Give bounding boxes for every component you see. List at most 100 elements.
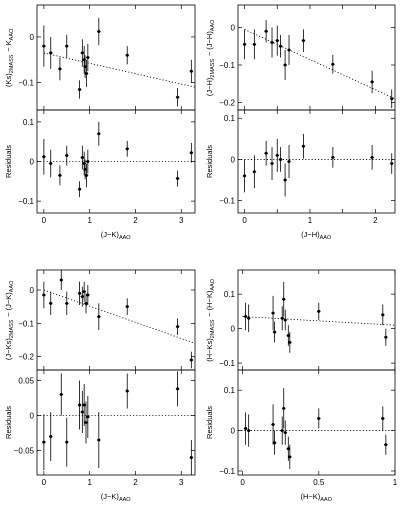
p3-bottom-point [59, 393, 63, 396]
p4-top-point [280, 316, 284, 320]
p1-top-point [83, 65, 87, 69]
p1-top-ytick-label: 0 [30, 33, 35, 42]
p2-bottom-ytick-label: −0.1 [219, 197, 235, 206]
p3-bottom-point [80, 410, 84, 414]
p3-top-ylabel: (J−Ks)2MASS − (J−K)AAO [4, 280, 15, 360]
p1-top-point [189, 69, 193, 73]
p3-trend-line [43, 289, 196, 344]
p1-xtick-label: 0 [42, 216, 47, 225]
p2-top-point [331, 62, 335, 66]
p3-top-point [189, 358, 193, 362]
p3-top-point [42, 293, 46, 297]
chart-panel-2: 0 −0.1 −0.2(J−H)2MASS − (J−H)AAO 0 1 2 0.1 0 −0… [205, 4, 396, 241]
p1-top-point [97, 29, 101, 33]
p3-top-ytick-label: 0 [30, 286, 35, 295]
p3-bottom-point [125, 389, 129, 393]
p4-top-point [381, 313, 385, 317]
p3-bottom-point [82, 403, 86, 407]
p2-trend-line [244, 29, 396, 100]
p2-bottom-point [252, 170, 256, 174]
p3-xtick-label: 0 [42, 478, 47, 487]
p1-bottom-point [49, 161, 53, 165]
p1-xtick-label: 1 [87, 216, 92, 225]
p4-top-point [317, 309, 321, 313]
p4-bottom-frame [237, 369, 396, 476]
p1-bottom-point [189, 151, 193, 155]
p2-bottom-point [270, 162, 274, 166]
p4-bottom-point [271, 423, 275, 427]
p3-bottom-ytick-label: −0.05 [14, 447, 35, 456]
p2-bottom-point [370, 155, 374, 159]
p2-top-ylabel: (J−H)2MASS − (J−H)AAO [205, 19, 216, 96]
p4-top-ytick-label: −0.1 [219, 359, 235, 368]
p4-top-point [247, 316, 251, 320]
p2-bottom-point [331, 155, 335, 159]
p1-bottom-point [97, 132, 101, 136]
p2-xtick-label: 2 [373, 216, 378, 225]
p1-top-point [86, 56, 90, 59]
p1-top-point [84, 71, 88, 75]
p2-xlabel: (J−H)AAO [301, 230, 332, 241]
p3-xtick-label: 3 [179, 478, 184, 487]
p3-bottom-ytick-label: 0 [30, 412, 35, 421]
p2-top-ytick-label: 0 [231, 24, 236, 33]
p3-top-point [59, 278, 63, 282]
p2-bottom-ytick-label: 0 [231, 155, 236, 164]
p2-top-ytick-label: −0.2 [219, 99, 235, 108]
p2-top-point [243, 42, 247, 46]
p1-xlabel: (J−K)AAO [101, 230, 131, 241]
p1-bottom-frame [36, 109, 196, 214]
p4-bottom-point [282, 406, 286, 410]
p3-bottom-point [49, 435, 53, 438]
p2-bottom-ytick-label: 0.1 [224, 114, 236, 123]
p4-top-ylabel: (H−Ks)2MASS − (H−K)AAO [205, 278, 216, 362]
p4-top-point [271, 311, 275, 315]
p2-top-point [264, 29, 268, 33]
p4-bottom-point [283, 431, 287, 435]
p4-bottom-point [280, 429, 284, 433]
p4-top-point [286, 334, 290, 338]
chart-panel-4: 0.10−0.1(H−Ks)2MASS − (H−K)AAO 0 0.5 10.10… [205, 269, 398, 503]
p1-xtick-label: 3 [179, 216, 184, 225]
p2-top-ytick-label: −0.1 [219, 61, 235, 70]
p4-top-point [282, 297, 286, 301]
p3-bottom-point [86, 415, 90, 419]
p4-xtick-label: 0 [240, 478, 245, 487]
p1-top-ytick-label: −0.1 [18, 79, 34, 88]
p1-bottom-point [84, 173, 88, 177]
p4-top-ytick-label: 0.1 [224, 290, 236, 299]
p2-bottom-point [283, 178, 287, 182]
p3-top-point [84, 301, 88, 305]
p4-bottom-ytick-label: 0 [231, 427, 236, 436]
p4-bottom-ytick-label: −0.1 [219, 467, 235, 476]
p3-top-point [82, 290, 86, 294]
p3-top-point [86, 293, 90, 297]
p1-top-point [58, 67, 62, 71]
p2-bottom-point [243, 174, 247, 178]
p3-bottom-frame [36, 369, 196, 476]
p1-top-point [78, 87, 82, 91]
p3-top-point [65, 301, 69, 305]
p1-top-point [176, 95, 180, 99]
p4-xtick-label: 1 [393, 478, 398, 487]
p4-xtick-label: 0.5 [313, 478, 325, 487]
p1-bottom-ytick-label: 0.1 [23, 118, 35, 127]
p2-bottom-point [264, 151, 268, 155]
p4-bottom-ytick-label: 0.1 [224, 386, 236, 395]
p2-top-point [275, 39, 279, 43]
p3-bottom-point [176, 387, 180, 391]
p2-bottom-point [301, 144, 305, 148]
p1-bottom-point [125, 147, 129, 151]
p2-top-point [252, 42, 256, 46]
p1-bottom-point [86, 160, 90, 163]
p2-top-point [287, 48, 291, 52]
p2-top-point [279, 44, 283, 48]
p3-top-point [125, 305, 129, 309]
p3-bottom-point [84, 421, 88, 424]
p2-bottom-point [390, 162, 394, 166]
p4-bottom-ylabel: Residuals [205, 406, 214, 439]
p4-top-point [283, 318, 287, 322]
p2-xtick-label: 0 [242, 216, 247, 225]
p3-top-point [78, 291, 82, 295]
p3-bottom-ylabel: Residuals [4, 406, 13, 439]
